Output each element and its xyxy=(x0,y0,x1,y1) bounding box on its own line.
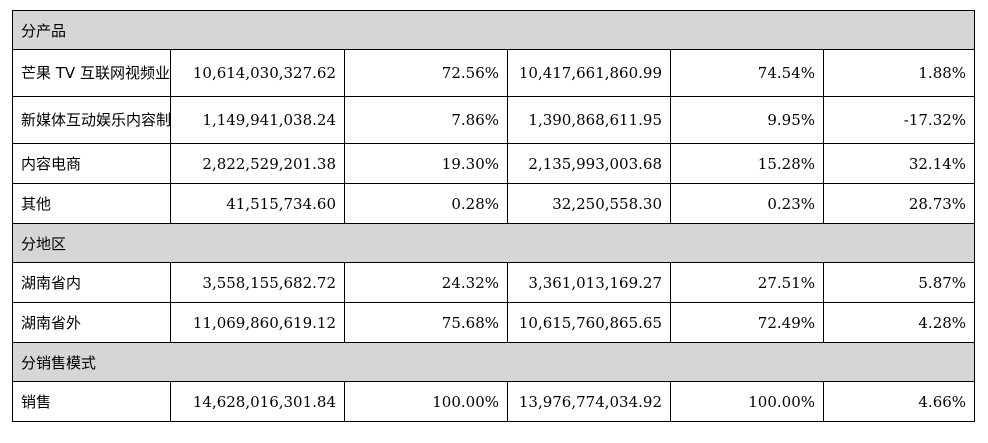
amount-prior: 32,250,558.30 xyxy=(507,183,671,224)
share-prior: 0.23% xyxy=(670,183,824,224)
yoy-change: -17.32% xyxy=(822,96,976,144)
table-row: 芒果 TV 互联网视频业务 10,614,030,327.62 72.56% 1… xyxy=(12,49,976,97)
section-title: 分销售模式 xyxy=(11,342,976,382)
amount-current: 3,558,155,682.72 xyxy=(170,262,345,303)
table-row: 销售 14,628,016,301.84 100.00% 13,976,774,… xyxy=(12,381,976,422)
row-label: 新媒体互动娱乐内容制作与运营 xyxy=(12,96,171,144)
row-label: 湖南省内 xyxy=(12,262,171,303)
amount-prior: 3,361,013,169.27 xyxy=(507,262,671,303)
table-row: 其他 41,515,734.60 0.28% 32,250,558.30 0.2… xyxy=(12,183,976,224)
section-title: 分地区 xyxy=(11,223,976,263)
table-row: 新媒体互动娱乐内容制作与运营 1,149,941,038.24 7.86% 1,… xyxy=(12,96,976,144)
share-current: 100.00% xyxy=(344,381,508,422)
share-prior: 9.95% xyxy=(670,96,824,144)
share-current: 19.30% xyxy=(344,143,508,184)
share-current: 72.56% xyxy=(344,49,508,97)
amount-prior: 2,135,993,003.68 xyxy=(507,143,671,184)
amount-prior: 10,417,661,860.99 xyxy=(507,49,671,97)
section-title: 分产品 xyxy=(11,10,976,50)
amount-current: 14,628,016,301.84 xyxy=(170,381,345,422)
amount-current: 2,822,529,201.38 xyxy=(170,143,345,184)
share-current: 0.28% xyxy=(344,183,508,224)
yoy-change: 28.73% xyxy=(822,183,976,224)
row-label: 湖南省外 xyxy=(12,302,171,343)
amount-prior: 1,390,868,611.95 xyxy=(507,96,671,144)
yoy-change: 32.14% xyxy=(822,143,976,184)
share-current: 24.32% xyxy=(344,262,508,303)
share-prior: 27.51% xyxy=(670,262,824,303)
table-row: 内容电商 2,822,529,201.38 19.30% 2,135,993,0… xyxy=(12,143,976,184)
row-label: 芒果 TV 互联网视频业务 xyxy=(12,49,171,97)
section-header-row: 分销售模式 xyxy=(11,342,976,382)
share-prior: 72.49% xyxy=(670,302,824,343)
share-current: 75.68% xyxy=(344,302,508,343)
table-row: 湖南省内 3,558,155,682.72 24.32% 3,361,013,1… xyxy=(12,262,976,303)
share-prior: 74.54% xyxy=(670,49,824,97)
row-label: 其他 xyxy=(12,183,171,224)
revenue-breakdown-table: 分产品 芒果 TV 互联网视频业务 10,614,030,327.62 72.5… xyxy=(11,10,976,422)
share-current: 7.86% xyxy=(344,96,508,144)
section-header-row: 分产品 xyxy=(11,10,976,50)
amount-current: 41,515,734.60 xyxy=(170,183,345,224)
amount-current: 11,069,860,619.12 xyxy=(170,302,345,343)
section-header-row: 分地区 xyxy=(11,223,976,263)
yoy-change: 1.88% xyxy=(822,49,976,97)
amount-current: 10,614,030,327.62 xyxy=(170,49,345,97)
share-prior: 100.00% xyxy=(670,381,824,422)
yoy-change: 4.66% xyxy=(822,381,976,422)
row-label: 内容电商 xyxy=(12,143,171,184)
yoy-change: 5.87% xyxy=(822,262,976,303)
row-label: 销售 xyxy=(12,381,171,422)
amount-current: 1,149,941,038.24 xyxy=(170,96,345,144)
amount-prior: 10,615,760,865.65 xyxy=(507,302,671,343)
table-row: 湖南省外 11,069,860,619.12 75.68% 10,615,760… xyxy=(12,302,976,343)
amount-prior: 13,976,774,034.92 xyxy=(507,381,671,422)
yoy-change: 4.28% xyxy=(822,302,976,343)
share-prior: 15.28% xyxy=(670,143,824,184)
